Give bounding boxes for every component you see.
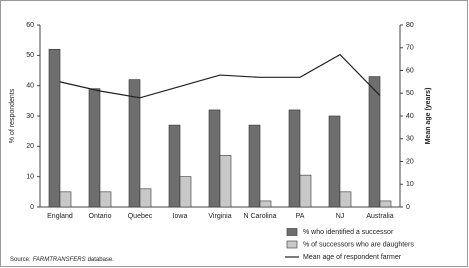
bar (139, 188, 152, 208)
y2-tick-label: 70 (406, 45, 414, 52)
y-tick-label: 30 (26, 113, 34, 120)
y-tick-label: 50 (26, 52, 34, 59)
bar (368, 76, 381, 208)
bar (179, 176, 192, 208)
bar (88, 88, 101, 208)
y2-tick-label: 10 (406, 181, 414, 188)
x-tick-label: NJ (336, 213, 345, 220)
bar (379, 200, 392, 208)
bar (328, 115, 341, 208)
y2-tick-label: 40 (406, 113, 414, 120)
bar (208, 109, 221, 208)
y2-tick-label: 20 (406, 158, 414, 165)
y-tick-label: 0 (30, 204, 34, 211)
bar (48, 48, 61, 208)
y-tick-label: 10 (26, 174, 34, 181)
y2-tick-label: 60 (406, 67, 414, 74)
x-tick-label: Quebec (128, 213, 153, 220)
y-tick-label: 20 (26, 143, 34, 150)
source-name: FARMTRANSFERS (33, 257, 86, 263)
line-series (59, 53, 381, 99)
bar (248, 124, 261, 208)
x-tick-label: England (47, 213, 73, 220)
y-tick-label: 60 (26, 22, 34, 29)
legend-label: % of successors who are daughters (303, 241, 414, 248)
legend-swatch (286, 228, 298, 236)
legend-swatch (286, 240, 298, 249)
x-tick-label: Australia (366, 213, 393, 220)
source-suffix: database. (88, 257, 115, 263)
x-tick-label: PA (296, 213, 305, 220)
bar (59, 191, 72, 208)
y2-tick-label: 0 (406, 204, 410, 211)
y-axis-title: % of respondents (9, 88, 16, 143)
legend-label: % who identified a successor (303, 229, 394, 236)
y2-axis-title: Mean age (years) (425, 88, 432, 145)
y-tick-label: 40 (26, 83, 34, 90)
bar (299, 174, 312, 208)
x-tick-label: Iowa (173, 213, 188, 220)
x-tick-label: N Carolina (243, 213, 276, 220)
bar (339, 191, 352, 208)
y2-tick-label: 50 (406, 90, 414, 97)
x-tick-label: Ontario (89, 213, 112, 220)
bar (99, 191, 112, 208)
bar (219, 155, 232, 208)
source-note: Source: FARMTRANSFERS database. (10, 257, 114, 263)
bar (259, 200, 272, 208)
legend-label: Mean age of respondent farmer (303, 254, 402, 261)
x-tick-label: Virginia (208, 213, 231, 220)
source-prefix: Source: (10, 257, 31, 263)
y2-tick-label: 80 (406, 22, 414, 29)
bar (128, 79, 141, 208)
bar (168, 124, 181, 208)
y2-tick-label: 30 (406, 136, 414, 143)
bar (288, 109, 301, 208)
